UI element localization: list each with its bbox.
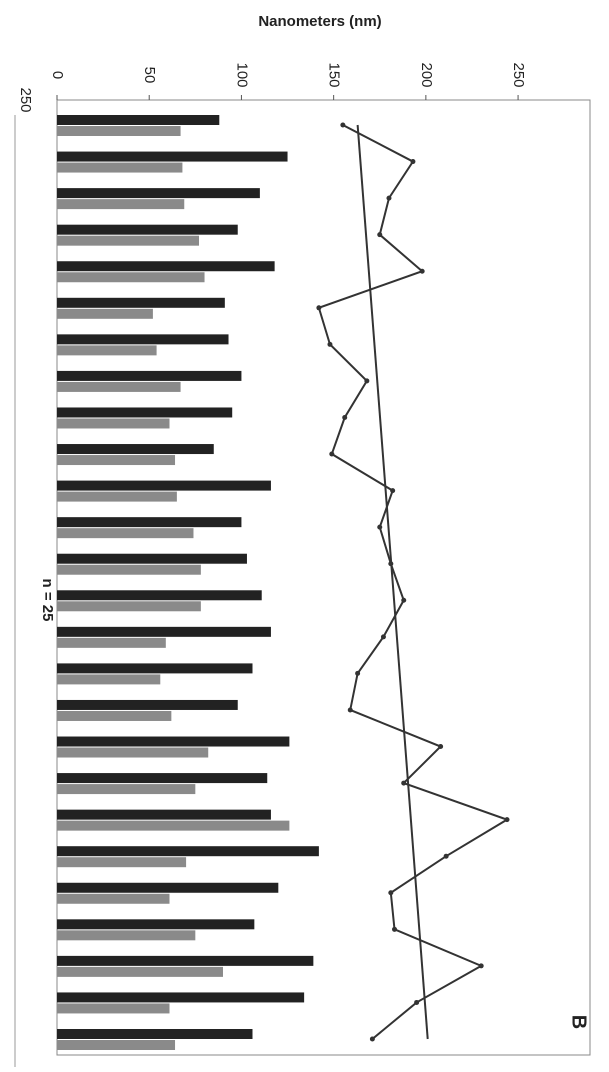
point [340, 122, 346, 128]
bar [57, 626, 271, 637]
point [369, 1036, 375, 1042]
bar [57, 637, 166, 648]
bar [57, 809, 271, 820]
axis-title: Nanometers (nm) [258, 13, 381, 30]
tick-label: 100 [233, 62, 250, 87]
bar [57, 455, 176, 466]
bar [57, 407, 233, 418]
bar [57, 590, 262, 601]
point [377, 232, 383, 238]
bar [57, 261, 275, 272]
point [419, 268, 425, 274]
tick-label: 250 [510, 62, 527, 87]
panel-label: B [568, 1015, 590, 1029]
bar [57, 162, 183, 173]
bar [57, 710, 172, 721]
point [401, 597, 407, 603]
point [342, 414, 348, 420]
point [401, 780, 407, 786]
bar [57, 699, 238, 710]
bar [57, 747, 209, 758]
point [386, 195, 392, 201]
bar [57, 418, 170, 429]
point [355, 670, 361, 676]
point [364, 378, 370, 384]
bar [57, 235, 200, 246]
tick-label: 0 [49, 71, 66, 79]
bar [57, 444, 214, 455]
point [443, 853, 449, 859]
point [327, 341, 333, 347]
tick-label: 150 [326, 62, 343, 87]
bar [57, 491, 177, 502]
bar [57, 1003, 170, 1014]
bar [57, 224, 238, 235]
bar [57, 517, 242, 528]
trend-line [356, 124, 429, 1040]
bar [57, 893, 170, 904]
bar [57, 553, 247, 564]
point [380, 634, 386, 640]
bar [57, 601, 201, 612]
point [390, 488, 396, 494]
point [347, 707, 353, 713]
point [377, 524, 383, 530]
tick-label: 50 [141, 67, 158, 84]
bar [57, 930, 196, 941]
line-series [317, 124, 510, 1040]
bar [57, 784, 196, 795]
bar [57, 674, 161, 685]
bar [57, 345, 157, 356]
bar [57, 955, 314, 966]
bar [57, 966, 223, 977]
bar [57, 663, 253, 674]
bar [57, 308, 153, 319]
point [438, 744, 444, 750]
bar [57, 773, 268, 784]
point [410, 159, 416, 165]
point [316, 305, 322, 311]
bar [57, 370, 242, 381]
bar [57, 919, 255, 930]
bar [57, 480, 271, 491]
point [392, 926, 398, 932]
bar [57, 126, 181, 136]
bar [57, 528, 194, 539]
point [329, 451, 335, 457]
bar [57, 857, 187, 868]
bar [57, 820, 290, 831]
bar [57, 151, 288, 162]
bar [57, 736, 290, 747]
bar [57, 846, 319, 857]
cropped-tick-label: 250 [17, 87, 34, 112]
bar [57, 334, 229, 345]
bar [57, 199, 185, 210]
bar [57, 882, 279, 893]
bar [57, 297, 225, 308]
bar [57, 272, 205, 283]
bar [57, 1040, 176, 1050]
point [388, 890, 394, 896]
bar [57, 381, 181, 392]
point [414, 999, 420, 1005]
point [504, 817, 510, 823]
bar [57, 188, 260, 199]
bar [57, 564, 201, 575]
point [478, 963, 484, 969]
annotation: n = 25 [39, 579, 56, 622]
plot-frame [56, 99, 591, 1056]
bar [57, 1029, 253, 1039]
bar [57, 115, 220, 125]
tick-label: 200 [418, 62, 435, 87]
bar [57, 992, 305, 1003]
